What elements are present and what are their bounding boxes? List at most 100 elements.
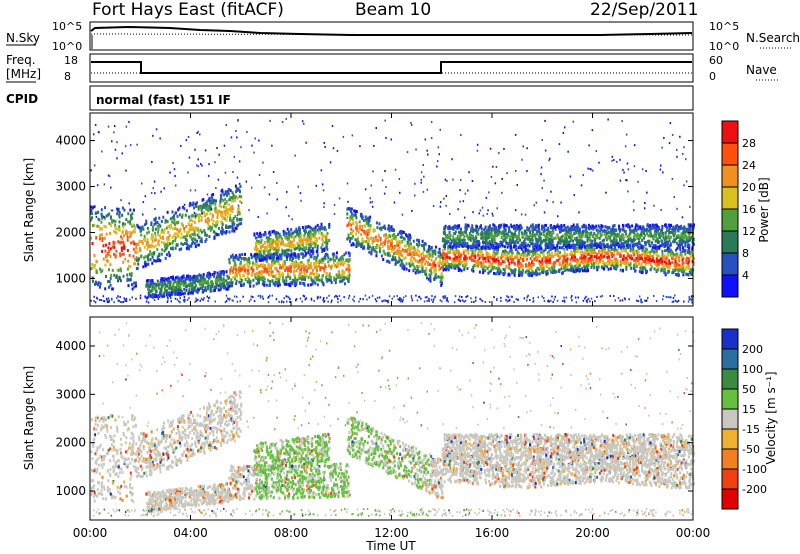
data-cell: [233, 260, 236, 264]
data-cell: [293, 266, 296, 270]
data-cell: [284, 269, 287, 272]
data-cell: [160, 252, 163, 256]
data-cell: [225, 224, 228, 228]
data-cell: [286, 269, 289, 273]
data-cell: [203, 279, 206, 283]
data-cell: [179, 236, 182, 240]
data-cell: [656, 268, 659, 272]
data-cell: [123, 208, 126, 212]
data-cell: [177, 221, 180, 224]
data-cell: [232, 199, 235, 203]
data-cell: [192, 237, 195, 240]
data-cell: [231, 253, 234, 257]
data-cell: [154, 286, 157, 290]
data-cell: [230, 196, 233, 200]
data-cell: [178, 213, 181, 217]
data-cell: [348, 258, 351, 262]
data-cell: [352, 229, 355, 233]
data-cell: [117, 269, 120, 272]
data-cell: [280, 237, 283, 241]
data-cell: [226, 287, 229, 291]
data-cell: [161, 277, 164, 281]
data-cell: [298, 239, 301, 243]
data-cell: [447, 265, 450, 269]
data-cell: [143, 245, 146, 249]
data-cell: [271, 279, 274, 283]
data-cell: [348, 254, 351, 258]
data-cell: [150, 289, 153, 293]
data-cell: [401, 254, 404, 258]
data-cell: [142, 227, 145, 231]
data-cell: [215, 280, 218, 284]
data-cell: [177, 278, 180, 282]
data-cell: [93, 266, 96, 269]
data-cell: [146, 279, 149, 282]
data-cell: [207, 216, 210, 220]
data-cell: [95, 260, 98, 263]
data-cell: [542, 253, 545, 257]
data-cell: [247, 278, 250, 281]
data-cell: [227, 192, 230, 196]
data-cell: [662, 265, 665, 269]
data-cell: [156, 224, 159, 228]
data-cell: [150, 221, 153, 225]
data-cell: [470, 254, 473, 258]
data-cell: [146, 231, 149, 235]
data-cell: [322, 266, 324, 270]
data-cell: [512, 269, 515, 273]
data-cell: [650, 265, 653, 269]
data-cell: [369, 227, 371, 231]
data-cell: [216, 271, 219, 275]
data-cell: [234, 195, 237, 199]
data-cell: [205, 207, 208, 211]
data-cell: [335, 273, 338, 277]
data-cell: [301, 277, 304, 281]
data-cell: [184, 238, 187, 241]
data-cell: [655, 257, 658, 261]
data-cell: [430, 269, 433, 273]
data-cell: [239, 184, 242, 188]
data-cell: [187, 274, 189, 278]
data-cell: [220, 205, 223, 209]
data-cell: [237, 266, 240, 270]
data-cell: [480, 250, 483, 254]
data-cell: [430, 258, 433, 262]
data-cell: [446, 262, 448, 266]
data-cell: [97, 210, 100, 214]
data-cell: [219, 270, 222, 274]
data-cell: [360, 233, 363, 237]
data-cell: [237, 269, 240, 273]
data-cell: [421, 263, 423, 267]
data-cell: [129, 220, 132, 224]
data-cell: [374, 235, 377, 239]
nsky-label: N.Sky: [6, 31, 40, 45]
data-cell: [194, 238, 197, 242]
data-cell: [213, 274, 215, 278]
data-cell: [206, 220, 209, 224]
data-cell: [219, 276, 222, 280]
data-cell: [604, 252, 607, 256]
data-cell: [428, 278, 431, 281]
data-cell: [244, 252, 246, 256]
data-cell: [229, 197, 232, 201]
data-cell: [518, 273, 520, 277]
data-cell: [290, 265, 292, 269]
data-cell: [341, 272, 344, 276]
data-cell: [551, 251, 554, 255]
data-cell: [148, 284, 151, 288]
data-cell: [562, 263, 565, 267]
data-cell: [100, 220, 103, 224]
data-cell: [261, 276, 263, 280]
data-cell: [146, 226, 149, 230]
data-cell: [114, 223, 117, 227]
data-cell: [522, 268, 525, 272]
data-cell: [597, 262, 600, 265]
data-cell: [503, 245, 506, 249]
data-cell: [310, 262, 312, 266]
data-cell: [290, 228, 293, 232]
data-cell: [160, 282, 163, 286]
data-cell: [403, 244, 406, 248]
data-cell: [232, 196, 234, 200]
data-cell: [165, 277, 168, 281]
data-cell: [269, 245, 272, 249]
